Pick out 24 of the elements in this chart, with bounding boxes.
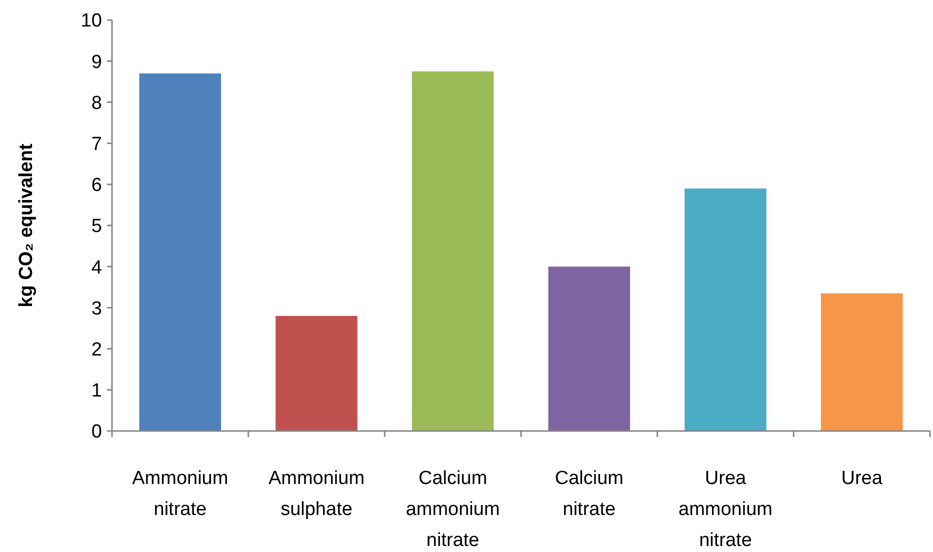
y-tick-label: 8 [91,92,102,114]
x-tick-label: Urea [841,468,883,489]
y-tick-label: 1 [91,380,102,402]
x-tick-label: Calcium nitrate [554,468,624,520]
y-tick-label: 4 [91,257,102,278]
bar [412,71,494,431]
y-tick-label: 3 [91,298,102,320]
bar [820,293,903,431]
y-tick-label: 2 [91,339,102,360]
y-tick-label: 5 [91,216,102,238]
y-tick-label: 9 [91,52,102,73]
y-axis-title: kg CO₂ equivalent [16,143,37,308]
bar [276,316,358,431]
x-tick-label: Ammonium sulphate [268,468,365,520]
x-tick-label: Ammonium nitrate [132,468,228,520]
y-tick-label: 7 [91,134,102,155]
x-tick-label: Urea ammonium nitrate [678,468,772,551]
y-tick-label: 6 [91,175,102,196]
x-tick-label: Calcium ammonium nitrate [406,468,500,551]
bar [684,188,766,431]
y-tick-label: 10 [80,10,102,32]
bar [548,266,630,431]
y-tick-label: 0 [91,422,102,443]
bar [139,73,222,431]
